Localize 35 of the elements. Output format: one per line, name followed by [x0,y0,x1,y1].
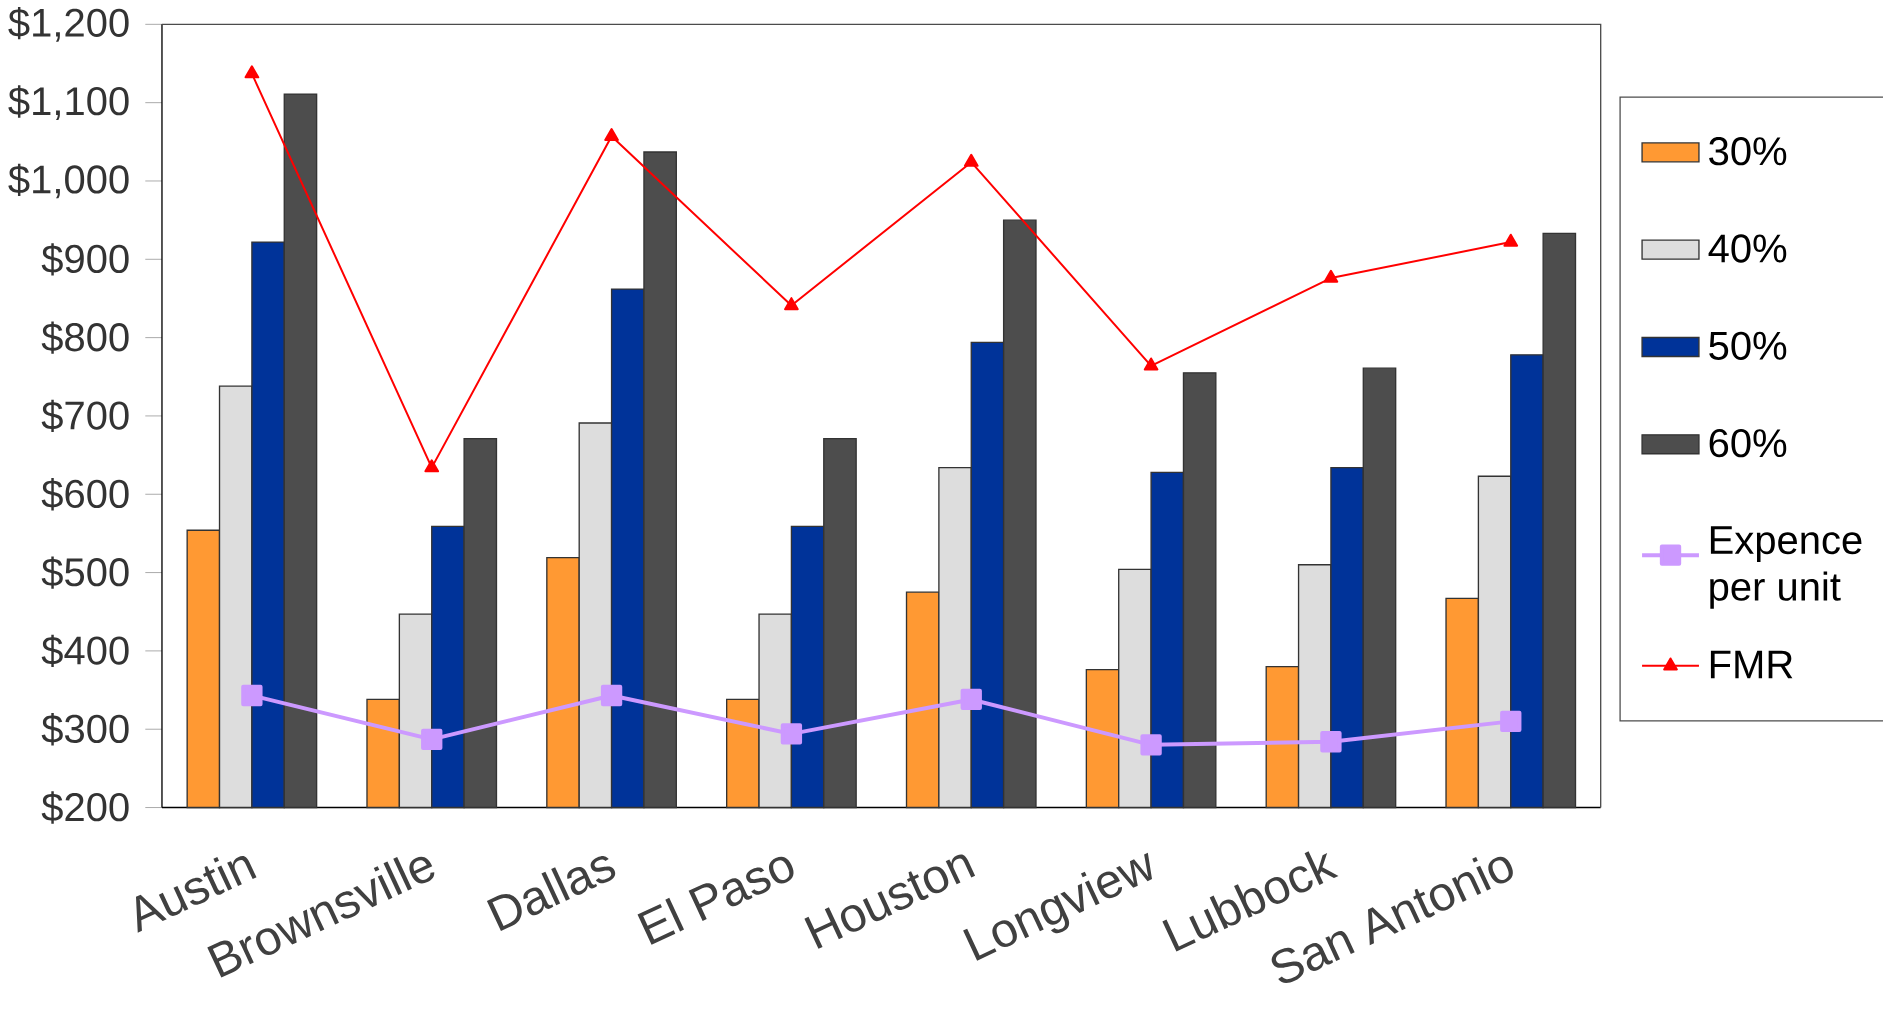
x-tick-label: Dallas [486,856,616,932]
point [1320,731,1342,753]
y-tick-label: $1,100 [8,85,129,121]
legend-label: 50% [1709,331,1787,361]
point [1140,734,1162,756]
y-tick-label: $600 [41,478,129,511]
point [244,65,260,79]
point [421,728,443,751]
y-tick-label: $200 [41,791,129,824]
legend-label: 30% [1709,137,1787,166]
y-tick-label: $800 [41,321,129,354]
legend-label: Expence per unit [1710,526,1862,609]
point [424,459,440,473]
legend-label: 40% [1708,234,1787,263]
y-tick-label: $1,200 [8,7,129,42]
point [1323,269,1339,283]
x-tick-label: El Paso [637,856,794,945]
point [784,297,799,311]
point [780,723,803,745]
point [1500,710,1522,733]
point [241,684,263,707]
point [600,684,623,707]
legend-label: 60% [1709,429,1787,458]
point [604,128,619,142]
y-tick-label: $500 [41,556,129,589]
point [963,153,979,167]
y-tick-label: $400 [41,634,129,668]
y-tick-label: $1,000 [8,163,129,199]
point [1503,233,1519,247]
y-tick-label: $300 [41,713,129,746]
y-tick-label: $700 [41,399,129,433]
point [960,688,982,711]
legend-label: FMR [1710,650,1793,679]
y-tick-label: $900 [41,243,129,276]
point [1143,357,1159,371]
